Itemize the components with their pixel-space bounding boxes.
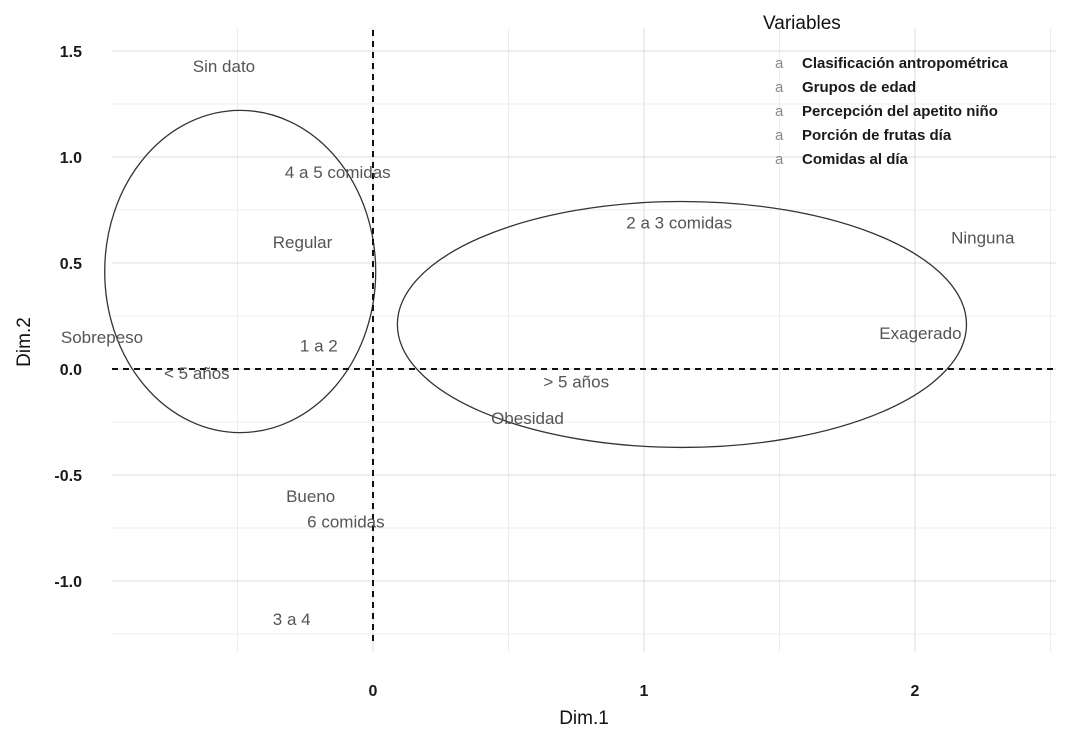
- category-label: 1 a 2: [300, 337, 338, 356]
- category-label: 3 a 4: [273, 610, 311, 629]
- legend-key-symbol: a: [775, 79, 784, 96]
- ellipses: [104, 109, 968, 449]
- x-axis-label: Dim.1: [559, 708, 609, 729]
- cluster-ellipse-1: [104, 109, 377, 434]
- category-label: > 5 años: [543, 373, 609, 392]
- x-tick-label: 2: [911, 683, 920, 700]
- x-tick-label: 1: [640, 683, 649, 700]
- legend-key-symbol: a: [775, 103, 784, 120]
- y-axis-label: Dim.2: [14, 317, 35, 367]
- legend-key-symbol: a: [775, 127, 784, 144]
- legend-key-symbol: a: [775, 55, 784, 72]
- x-tick-label: 0: [369, 683, 378, 700]
- legend-entry: Clasificación antropométrica: [802, 55, 1009, 72]
- cluster-ellipse-2: [396, 200, 968, 449]
- legend-key-symbol: a: [775, 151, 784, 168]
- category-label: Bueno: [286, 487, 335, 506]
- category-label: Obesidad: [491, 409, 564, 428]
- legend-title: Variables: [763, 13, 841, 34]
- category-label: Sobrepeso: [61, 328, 143, 347]
- category-label: Regular: [273, 233, 333, 252]
- reference-lines: [112, 30, 1054, 644]
- category-label: Exagerado: [879, 324, 961, 343]
- category-label: 6 comidas: [307, 513, 384, 532]
- point-labels: Sin dato 4 a 5 comidas Regular Sobrepeso 1 a…: [61, 57, 1015, 629]
- y-tick-label: 0.5: [60, 256, 82, 273]
- legend-entry: Porción de frutas día: [802, 127, 952, 144]
- category-label: Sin dato: [193, 57, 255, 76]
- category-label: Ninguna: [951, 229, 1015, 248]
- y-tick-label: -1.0: [54, 574, 82, 591]
- tick-labels: 0 1 2 1.5 1.0 0.5 0.0 -0.5 -1.0: [54, 44, 919, 700]
- y-tick-label: 1.0: [60, 150, 82, 167]
- legend-entry: Grupos de edad: [802, 79, 916, 96]
- legend: Variables a Clasificación antropométrica a…: [763, 13, 1009, 168]
- category-label: 2 a 3 comidas: [626, 214, 732, 233]
- y-tick-label: -0.5: [54, 468, 82, 485]
- legend-entry: Percepción del apetito niño: [802, 103, 998, 120]
- category-label: < 5 años: [164, 364, 230, 383]
- category-label: 4 a 5 comidas: [285, 163, 391, 182]
- y-tick-label: 1.5: [60, 44, 82, 61]
- legend-entry: Comidas al día: [802, 151, 909, 168]
- y-tick-label: 0.0: [60, 362, 82, 379]
